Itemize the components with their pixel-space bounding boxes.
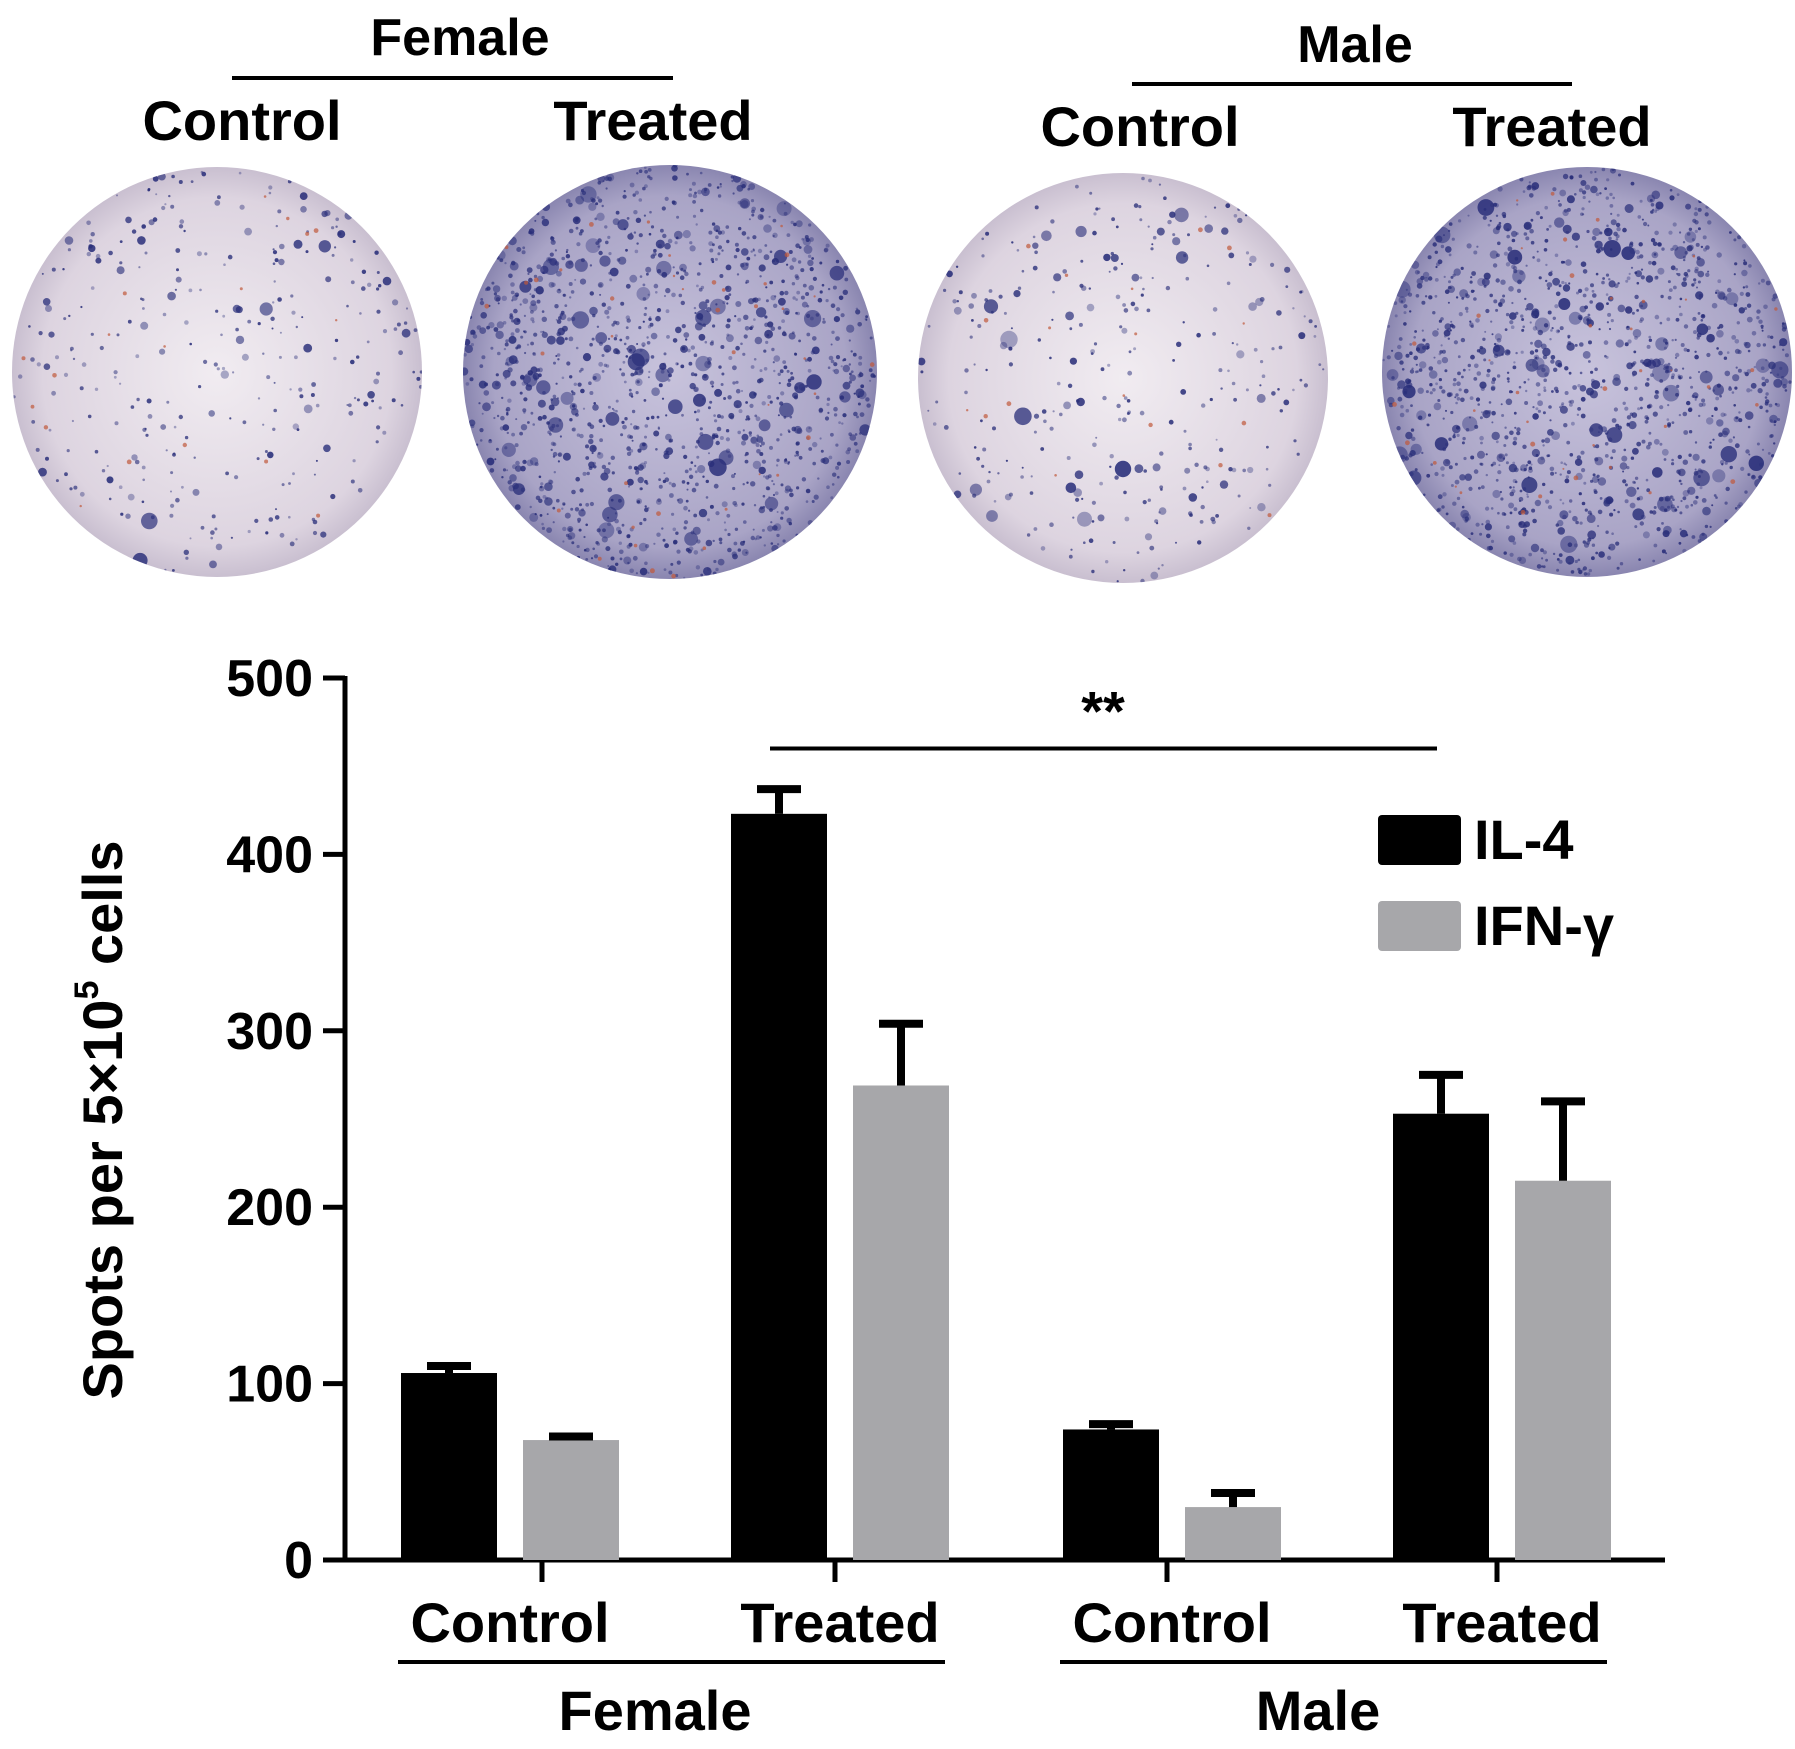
legend: IL-4 IFN-γ bbox=[1378, 808, 1614, 957]
well-label-male-control: Control bbox=[1040, 95, 1239, 158]
y-axis-label-text: Spots per 5×10 bbox=[71, 1000, 134, 1400]
elispot-well-panel: Female Control Treated Male Control Trea… bbox=[12, 9, 1792, 583]
bar-il4-2 bbox=[1063, 1429, 1159, 1560]
well-spots bbox=[12, 170, 422, 572]
y-tick-label: 400 bbox=[226, 826, 313, 884]
well-image-male-control bbox=[918, 173, 1328, 583]
x-axis-labels: Control Treated Control Treated Female Male bbox=[398, 1591, 1607, 1742]
well-background bbox=[12, 167, 422, 577]
y-tick-label: 100 bbox=[226, 1356, 313, 1414]
y-tick-label: 300 bbox=[226, 1003, 313, 1061]
y-axis-label-tail: cells bbox=[71, 841, 134, 981]
bar-il4-0 bbox=[401, 1373, 497, 1560]
group-label-female-top: Female bbox=[370, 9, 549, 67]
bar-chart: Spots per 5×105 cells 0 100 200 300 400 500 C… bbox=[68, 650, 1665, 1742]
x-tick-label: Treated bbox=[740, 1591, 939, 1654]
wells bbox=[12, 165, 1792, 583]
bars bbox=[401, 813, 1611, 1560]
group-label-male-top: Male bbox=[1297, 16, 1413, 74]
x-tick-label: Treated bbox=[1402, 1591, 1601, 1654]
well-image-female-control bbox=[12, 167, 422, 577]
well-label-female-treated: Treated bbox=[553, 89, 752, 152]
bar-il4-1 bbox=[731, 813, 827, 1560]
legend-label: IL-4 bbox=[1474, 808, 1574, 871]
well-background bbox=[918, 173, 1328, 583]
bar-ifn-3 bbox=[1515, 1180, 1611, 1560]
x-tick-label: Control bbox=[410, 1591, 609, 1654]
legend-swatch bbox=[1378, 901, 1461, 951]
well-image-male-treated bbox=[1382, 167, 1792, 577]
x-tick-label: Control bbox=[1072, 1591, 1271, 1654]
well-label-female-control: Control bbox=[142, 89, 341, 152]
error-bars bbox=[427, 785, 1585, 1508]
bar-ifn-1 bbox=[853, 1085, 949, 1560]
svg-text:Spots per 5×105 cells: Spots per 5×105 cells bbox=[68, 841, 134, 1400]
y-axis-label: Spots per 5×105 cells bbox=[68, 841, 134, 1400]
x-group-label: Male bbox=[1256, 1679, 1381, 1742]
well-label-male-treated: Treated bbox=[1452, 95, 1651, 158]
bar-ifn-0 bbox=[523, 1440, 619, 1560]
bar-ifn-2 bbox=[1185, 1507, 1281, 1560]
well-image-female-treated bbox=[463, 165, 877, 579]
y-tick-label: 500 bbox=[226, 650, 313, 708]
y-axis-label-superscript: 5 bbox=[68, 981, 106, 1000]
y-tick-label: 0 bbox=[284, 1532, 313, 1590]
legend-label: IFN-γ bbox=[1474, 894, 1614, 957]
bar-il4-3 bbox=[1393, 1113, 1489, 1560]
y-tick-label: 200 bbox=[226, 1179, 313, 1237]
well-spots bbox=[1382, 167, 1792, 576]
well-spots bbox=[463, 165, 876, 579]
x-group-label: Female bbox=[559, 1679, 752, 1742]
significance-label: ** bbox=[1081, 680, 1125, 743]
legend-swatch bbox=[1378, 815, 1461, 865]
significance-annotation: ** bbox=[770, 680, 1437, 751]
well-spots bbox=[918, 176, 1325, 583]
